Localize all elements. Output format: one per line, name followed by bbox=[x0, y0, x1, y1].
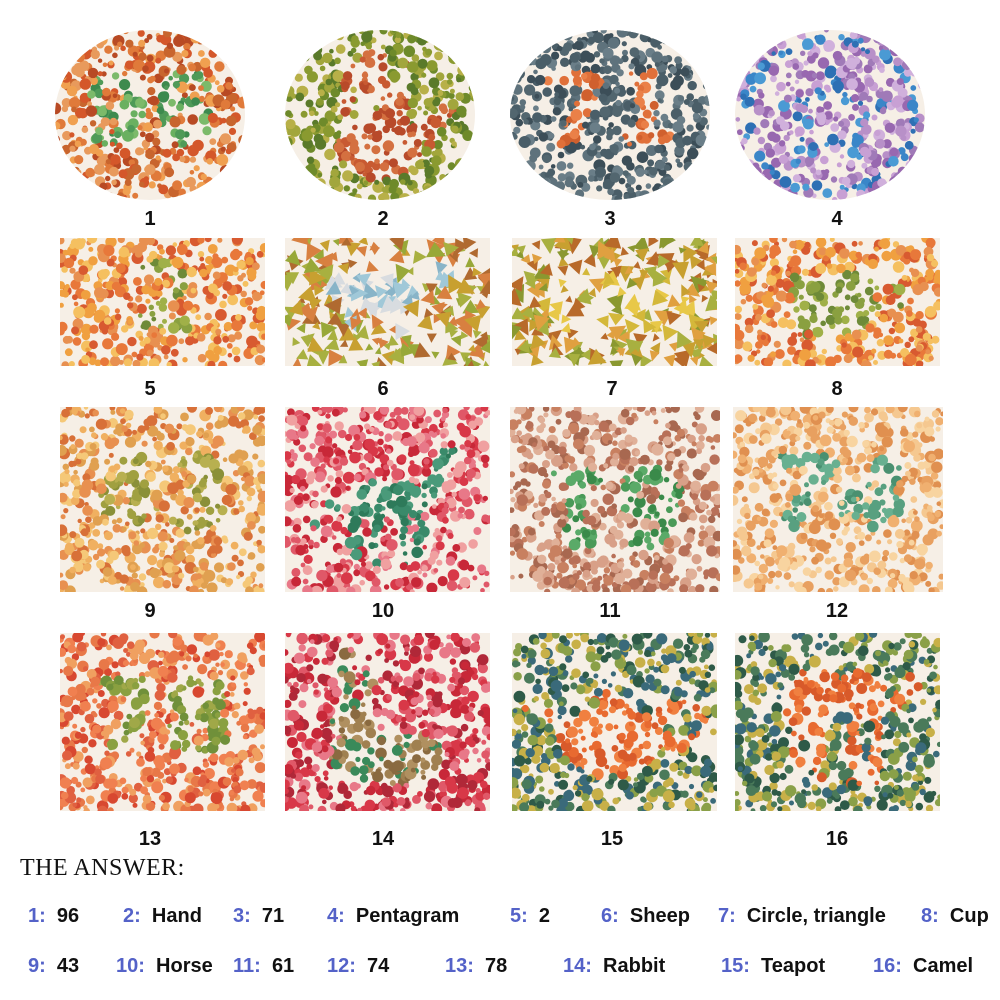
color-plate-9 bbox=[60, 407, 265, 592]
plate-number-label: 8 bbox=[831, 378, 843, 400]
answer-number: 14: bbox=[563, 955, 592, 977]
answer-item: 4: Pentagram bbox=[327, 905, 459, 928]
answer-item: 14: Rabbit bbox=[563, 955, 665, 978]
color-plate-1 bbox=[55, 30, 245, 200]
plate-number-label: 2 bbox=[377, 208, 389, 230]
color-plate-2 bbox=[285, 30, 475, 200]
answer-text: 96 bbox=[56, 905, 80, 927]
answer-text: 2 bbox=[538, 905, 551, 927]
plate-number-label: 6 bbox=[377, 378, 389, 400]
color-plate-15 bbox=[512, 633, 717, 811]
answer-number: 6: bbox=[601, 905, 619, 927]
answer-item: 2: Hand bbox=[123, 905, 202, 928]
answer-number: 3: bbox=[233, 905, 251, 927]
answer-text: Circle, triangle bbox=[746, 905, 886, 927]
answer-text: 61 bbox=[271, 955, 295, 977]
answer-number: 13: bbox=[445, 955, 474, 977]
answer-item: 16: Camel bbox=[873, 955, 973, 978]
plate-number-label: 13 bbox=[138, 828, 162, 850]
answer-item: 15: Teapot bbox=[721, 955, 825, 978]
answer-text: 78 bbox=[485, 955, 508, 977]
plate-number-label: 14 bbox=[371, 828, 395, 850]
answer-number: 12: bbox=[327, 955, 356, 977]
answer-text: 74 bbox=[367, 955, 390, 977]
plate-number-label: 7 bbox=[606, 378, 618, 400]
plate-number-label: 15 bbox=[600, 828, 624, 850]
answer-text: Horse bbox=[156, 955, 213, 977]
answer-item: 12: 74 bbox=[327, 955, 389, 978]
plate-number-label: 3 bbox=[604, 208, 616, 230]
answer-number: 4: bbox=[327, 905, 345, 927]
answer-item: 11: 61 bbox=[233, 955, 294, 978]
color-plate-12 bbox=[733, 407, 943, 592]
color-plate-5 bbox=[60, 238, 265, 366]
color-plate-3 bbox=[510, 30, 710, 200]
plate-number-label: 11 bbox=[599, 600, 621, 622]
answer-number: 1: bbox=[28, 905, 46, 927]
answer-text: 43 bbox=[56, 955, 80, 977]
answer-text: Cup bbox=[949, 905, 989, 927]
answer-number: 9: bbox=[28, 955, 46, 977]
answer-number: 2: bbox=[123, 905, 141, 927]
color-plate-6 bbox=[285, 238, 490, 366]
answer-item: 9: 43 bbox=[28, 955, 79, 978]
answer-item: 13: 78 bbox=[445, 955, 507, 978]
plate-number-label: 9 bbox=[144, 600, 156, 622]
color-plate-13 bbox=[60, 633, 265, 811]
color-plate-14 bbox=[285, 633, 490, 811]
answer-text: Hand bbox=[151, 905, 202, 927]
color-plate-11 bbox=[510, 407, 720, 592]
plate-number-label: 16 bbox=[825, 828, 849, 850]
color-plate-8 bbox=[735, 238, 940, 366]
answer-text: 71 bbox=[261, 905, 285, 927]
plate-number-label: 12 bbox=[825, 600, 849, 622]
answer-number: 5: bbox=[510, 905, 528, 927]
answer-number: 8: bbox=[921, 905, 939, 927]
answer-item: 1: 96 bbox=[28, 905, 79, 928]
answer-number: 7: bbox=[718, 905, 736, 927]
answer-text: Camel bbox=[913, 955, 974, 977]
answer-item: 3: 71 bbox=[233, 905, 284, 928]
plate-number-label: 4 bbox=[831, 208, 843, 230]
answer-heading: THE ANSWER: bbox=[20, 855, 185, 881]
answer-number: 11: bbox=[233, 955, 261, 977]
answer-item: 10: Horse bbox=[116, 955, 213, 978]
plate-number-label: 1 bbox=[144, 208, 156, 230]
answer-item: 6: Sheep bbox=[601, 905, 690, 928]
plate-number-label: 10 bbox=[371, 600, 395, 622]
answer-item: 7: Circle, triangle bbox=[718, 905, 886, 928]
color-plate-7 bbox=[512, 238, 717, 366]
color-plate-16 bbox=[735, 633, 940, 811]
answer-text: Teapot bbox=[761, 955, 826, 977]
answer-item: 5: 2 bbox=[510, 905, 550, 928]
plate-number-label: 5 bbox=[144, 378, 156, 400]
answer-item: 8: Cup bbox=[921, 905, 989, 928]
answer-number: 10: bbox=[116, 955, 145, 977]
color-plate-10 bbox=[285, 407, 490, 592]
answer-number: 15: bbox=[721, 955, 750, 977]
answer-text: Rabbit bbox=[603, 955, 666, 977]
answer-number: 16: bbox=[873, 955, 902, 977]
color-plate-4 bbox=[735, 30, 925, 200]
answer-text: Pentagram bbox=[355, 905, 460, 927]
answer-text: Sheep bbox=[629, 905, 690, 927]
